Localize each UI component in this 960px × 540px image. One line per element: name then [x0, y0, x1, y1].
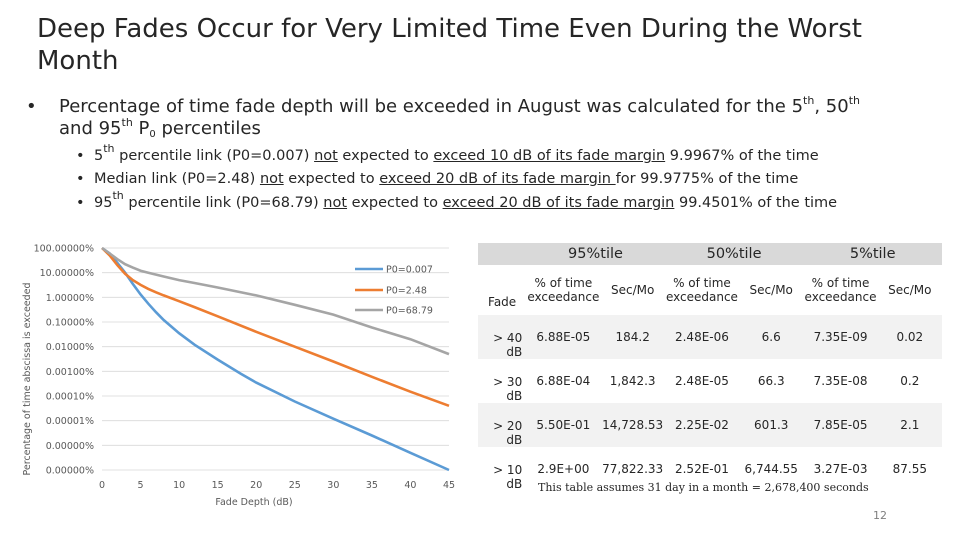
table-row: > 10 dB 2.9E+00 77,822.33 2.52E-01 6,744…: [478, 447, 942, 491]
fade-chart: 100.00000%10.00000%1.00000%0.10000%0.010…: [22, 244, 455, 509]
fade-table: 95%tile 50%tile 5%tile Fade % of time ex…: [478, 243, 942, 491]
x-tick-label: 20: [250, 480, 262, 491]
x-tick-label: 40: [404, 480, 416, 491]
table-cell: 7.35E-09: [803, 315, 878, 359]
band-50tile: 50%tile: [664, 243, 804, 265]
y-tick-label: 1.00000%: [46, 293, 94, 304]
table-cell: 2.1: [877, 403, 942, 447]
y-tick-label: 0.00100%: [46, 367, 94, 378]
band-blank: [478, 243, 527, 265]
table-cell: 2.48E-05: [664, 359, 740, 403]
table-cell: 77,822.33: [600, 447, 665, 491]
x-tick-label: 10: [173, 480, 185, 491]
table-cell: 6.6: [739, 315, 804, 359]
row-label: > 30 dB: [478, 359, 527, 403]
series-line-P0=68.79: [101, 246, 450, 356]
table-cell: 184.2: [600, 315, 665, 359]
bullet-dot-icon: •: [76, 171, 85, 187]
x-tick-label: 25: [289, 480, 301, 491]
table-cell: 6.88E-05: [526, 315, 601, 359]
col-fade-header: Fade: [478, 265, 527, 315]
row-label: > 20 dB: [478, 403, 527, 447]
y-tick-label: 0.00001%: [46, 416, 94, 427]
main-bullet-text: Percentage of time fade depth will be ex…: [59, 94, 860, 140]
bullet-dot-icon: •: [76, 148, 85, 164]
legend-label: P0=0.007: [386, 265, 433, 276]
table-cell: 6,744.55: [739, 447, 804, 491]
legend-label: P0=68.79: [386, 306, 433, 317]
table-footnote: This table assumes 31 day in a month = 2…: [538, 481, 869, 494]
table-cell: 14,728.53: [600, 403, 665, 447]
x-axis-label: Fade Depth (dB): [215, 497, 292, 508]
table-cell: 0.02: [877, 315, 942, 359]
y-tick-label: 100.00000%: [34, 244, 94, 255]
col-pct-header: % of time exceedance: [526, 265, 601, 315]
col-pct-header: % of time exceedance: [803, 265, 878, 315]
row-label: > 40 dB: [478, 315, 527, 359]
legend-label: P0=2.48: [386, 286, 427, 297]
table-cell: 2.25E-02: [664, 403, 740, 447]
table-cell: 3.27E-03: [803, 447, 878, 491]
table-cell: 7.35E-08: [803, 359, 878, 403]
bullet-dot-icon: •: [26, 96, 37, 117]
x-tick-label: 30: [327, 480, 339, 491]
x-tick-label: 45: [443, 480, 455, 491]
band-5tile: 5%tile: [803, 243, 942, 265]
table-cell: 2.48E-06: [664, 315, 740, 359]
sub-bullet-5th: • 5th percentile link (P0=0.007) not expe…: [76, 142, 819, 164]
table-row: > 30 dB 6.88E-04 1,842.3 2.48E-05 66.3 7…: [478, 359, 942, 403]
sub-bullet-median: • Median link (P0=2.48) not expected to e…: [76, 171, 799, 187]
slide-title: Deep Fades Occur for Very Limited Time E…: [37, 14, 862, 76]
table-cell: 6.88E-04: [526, 359, 601, 403]
table-cell: 1,842.3: [600, 359, 665, 403]
row-label: > 10 dB: [478, 447, 527, 491]
x-tick-label: 35: [366, 480, 378, 491]
band-95tile: 95%tile: [526, 243, 665, 265]
x-tick-label: 15: [212, 480, 224, 491]
y-tick-label: 0.01000%: [46, 342, 94, 353]
series-line-P0=2.48: [101, 247, 450, 408]
table-row: > 20 dB 5.50E-01 14,728.53 2.25E-02 601.…: [478, 403, 942, 447]
table-cell: 66.3: [739, 359, 804, 403]
table-cell: 2.9E+00: [526, 447, 601, 491]
y-tick-label: 0.00000%: [46, 466, 94, 477]
bullet-dot-icon: •: [76, 195, 85, 211]
col-sec-header: Sec/Mo: [877, 265, 942, 315]
table-row: > 40 dB 6.88E-05 184.2 2.48E-06 6.6 7.35…: [478, 315, 942, 359]
table-cell: 601.3: [739, 403, 804, 447]
table-cell: 7.85E-05: [803, 403, 878, 447]
series-line-P0=0.007: [101, 246, 450, 472]
table-cell: 87.55: [877, 447, 942, 491]
sub-bullet-95th: • 95th percentile link (P0=68.79) not exp…: [76, 189, 838, 211]
x-tick-label: 0: [99, 480, 105, 491]
table-cell: 0.2: [877, 359, 942, 403]
y-tick-label: 0.00010%: [46, 392, 94, 403]
col-pct-header: % of time exceedance: [664, 265, 740, 315]
col-sec-header: Sec/Mo: [739, 265, 804, 315]
col-sec-header: Sec/Mo: [600, 265, 665, 315]
y-tick-label: 0.00000%: [46, 441, 94, 452]
table-cell: 5.50E-01: [526, 403, 601, 447]
y-axis-label: Percentage of time abscissa is exceeded: [22, 282, 33, 475]
y-tick-label: 0.10000%: [46, 318, 94, 329]
table-cell: 2.52E-01: [664, 447, 740, 491]
y-tick-label: 10.00000%: [40, 268, 94, 279]
slide-number: 12: [873, 509, 887, 522]
x-tick-label: 5: [138, 480, 144, 491]
